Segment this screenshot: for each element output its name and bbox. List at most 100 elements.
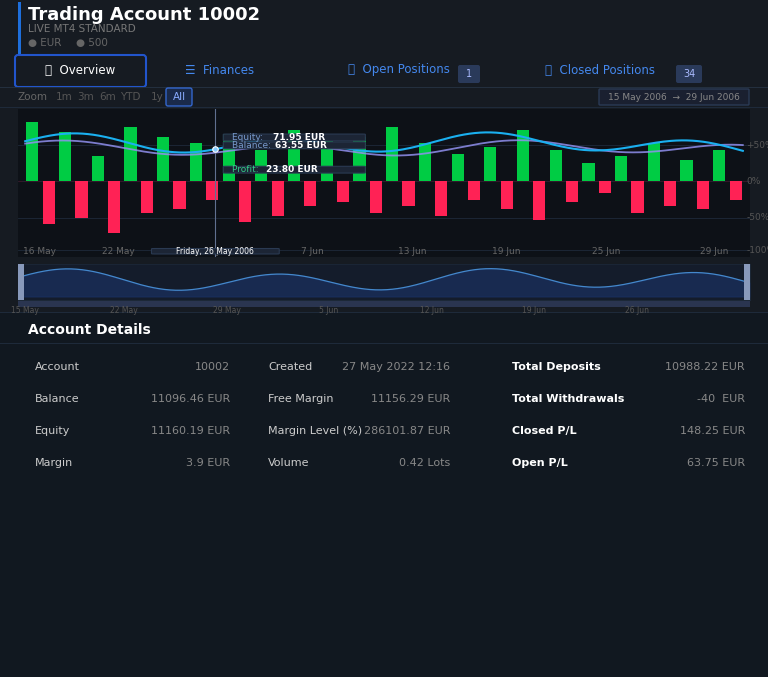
Bar bbox=[0, 88, 768, 107]
Text: 148.25 EUR: 148.25 EUR bbox=[680, 426, 745, 436]
Bar bbox=[141, 181, 153, 213]
Bar bbox=[0, 55, 768, 87]
Text: 12 Jun: 12 Jun bbox=[419, 306, 443, 315]
Text: 34: 34 bbox=[683, 69, 695, 79]
Bar bbox=[566, 181, 578, 202]
Bar bbox=[664, 181, 677, 206]
Text: All: All bbox=[173, 92, 186, 102]
Text: 29 May: 29 May bbox=[213, 306, 240, 315]
Text: 1: 1 bbox=[466, 69, 472, 79]
Bar bbox=[239, 181, 251, 222]
Text: 3.9 EUR: 3.9 EUR bbox=[186, 458, 230, 468]
Bar bbox=[157, 137, 169, 181]
Text: ● EUR: ● EUR bbox=[28, 38, 61, 48]
Bar bbox=[288, 130, 300, 181]
Text: 15 May: 15 May bbox=[12, 306, 39, 315]
Text: YTD: YTD bbox=[120, 92, 141, 102]
Text: 3m: 3m bbox=[78, 92, 94, 102]
Text: 26 Jun: 26 Jun bbox=[624, 306, 648, 315]
Text: 27 May 2022 12:16: 27 May 2022 12:16 bbox=[342, 362, 450, 372]
Bar bbox=[533, 181, 545, 219]
Text: Balance: Balance bbox=[35, 394, 80, 404]
Bar bbox=[402, 181, 415, 206]
Text: 15 May 2006  →  29 Jun 2006: 15 May 2006 → 29 Jun 2006 bbox=[608, 93, 740, 102]
Text: 286101.87 EUR: 286101.87 EUR bbox=[363, 426, 450, 436]
Text: ⌗  Overview: ⌗ Overview bbox=[45, 64, 115, 77]
Bar bbox=[321, 141, 333, 181]
Text: 25 Jun: 25 Jun bbox=[592, 246, 621, 256]
Text: Open P/L: Open P/L bbox=[512, 458, 568, 468]
Text: Trading Account 10002: Trading Account 10002 bbox=[28, 6, 260, 24]
Text: -40  EUR: -40 EUR bbox=[697, 394, 745, 404]
Bar bbox=[582, 163, 594, 181]
Bar bbox=[190, 144, 202, 181]
Text: 1y: 1y bbox=[151, 92, 164, 102]
Bar bbox=[517, 130, 529, 181]
Text: 11096.46 EUR: 11096.46 EUR bbox=[151, 394, 230, 404]
Bar bbox=[18, 2, 21, 57]
FancyBboxPatch shape bbox=[166, 88, 192, 106]
Text: Account Details: Account Details bbox=[28, 323, 151, 337]
Text: Account: Account bbox=[35, 362, 80, 372]
Text: -50%: -50% bbox=[746, 213, 768, 222]
Bar bbox=[223, 134, 235, 181]
Bar bbox=[484, 147, 496, 181]
Bar bbox=[0, 107, 768, 108]
Text: ☰  Finances: ☰ Finances bbox=[185, 64, 254, 77]
Text: 19 Jun: 19 Jun bbox=[492, 246, 520, 256]
Bar bbox=[18, 109, 750, 257]
Text: 63.55 EUR: 63.55 EUR bbox=[275, 141, 327, 150]
Bar bbox=[337, 181, 349, 202]
Text: Friday, 26 May 2006: Friday, 26 May 2006 bbox=[177, 246, 254, 256]
Text: 0.42 Lots: 0.42 Lots bbox=[399, 458, 450, 468]
Bar bbox=[75, 181, 88, 217]
Text: Equity: Equity bbox=[35, 426, 71, 436]
Text: 22 May: 22 May bbox=[111, 306, 138, 315]
Text: 5 Jun: 5 Jun bbox=[319, 306, 339, 315]
Text: Volume: Volume bbox=[268, 458, 310, 468]
Text: ● 500: ● 500 bbox=[76, 38, 108, 48]
Text: 71.95 EUR: 71.95 EUR bbox=[273, 133, 325, 142]
Text: 10002: 10002 bbox=[195, 362, 230, 372]
Bar bbox=[304, 181, 316, 206]
Bar bbox=[730, 181, 742, 200]
FancyBboxPatch shape bbox=[15, 55, 146, 87]
FancyBboxPatch shape bbox=[458, 65, 480, 83]
Bar bbox=[255, 150, 267, 181]
Text: Created: Created bbox=[268, 362, 313, 372]
Text: 1 Jun: 1 Jun bbox=[207, 246, 230, 256]
Bar bbox=[174, 181, 186, 209]
Bar bbox=[550, 150, 562, 181]
FancyBboxPatch shape bbox=[151, 248, 280, 254]
Text: Closed P/L: Closed P/L bbox=[512, 426, 577, 436]
FancyBboxPatch shape bbox=[599, 89, 749, 105]
Text: 11156.29 EUR: 11156.29 EUR bbox=[371, 394, 450, 404]
Text: Equity:: Equity: bbox=[232, 133, 266, 142]
Text: Profit:: Profit: bbox=[232, 165, 261, 174]
Bar bbox=[108, 181, 121, 233]
Bar bbox=[0, 343, 768, 344]
Bar bbox=[647, 144, 660, 181]
FancyBboxPatch shape bbox=[676, 65, 702, 83]
Bar bbox=[631, 181, 644, 213]
Bar bbox=[59, 132, 71, 181]
Bar bbox=[18, 264, 750, 300]
Text: 7 Jun: 7 Jun bbox=[301, 246, 323, 256]
Bar bbox=[744, 264, 750, 300]
Text: Balance:: Balance: bbox=[232, 141, 273, 150]
Text: Total Deposits: Total Deposits bbox=[512, 362, 601, 372]
Bar bbox=[501, 181, 513, 209]
Text: 11160.19 EUR: 11160.19 EUR bbox=[151, 426, 230, 436]
Bar bbox=[18, 301, 750, 307]
Bar bbox=[599, 181, 611, 193]
Bar bbox=[18, 264, 24, 300]
Text: LIVE MT4 STANDARD: LIVE MT4 STANDARD bbox=[28, 24, 136, 34]
Text: ⥤  Closed Positions: ⥤ Closed Positions bbox=[545, 64, 655, 77]
Text: 22 May: 22 May bbox=[102, 246, 135, 256]
Bar bbox=[0, 312, 768, 677]
Text: 29 Jun: 29 Jun bbox=[700, 246, 728, 256]
Bar bbox=[615, 156, 627, 181]
Bar bbox=[369, 181, 382, 213]
Bar bbox=[452, 154, 464, 181]
Bar bbox=[419, 144, 431, 181]
